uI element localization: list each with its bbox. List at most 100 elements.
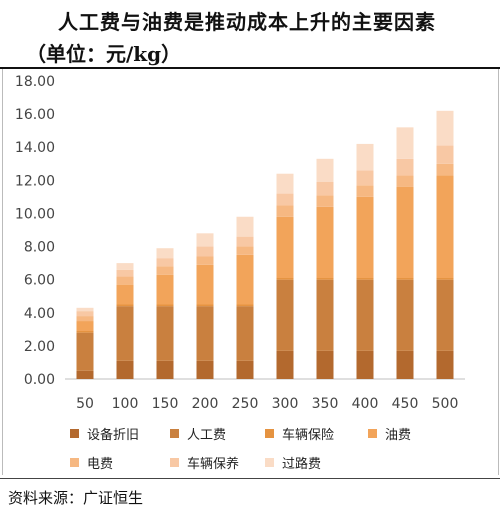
bar-segment — [276, 350, 294, 379]
chart-frame: 0.00 2.00 4.00 6.00 8.00 10.00 12.00 14.00 16.00… — [2, 69, 499, 475]
bar-segment — [156, 248, 174, 259]
legend-swatch — [368, 429, 377, 438]
bar-segment — [156, 274, 174, 305]
legend-item: 油费 — [368, 424, 411, 443]
x-tick-label: 500 — [432, 396, 459, 412]
bar-segment — [76, 370, 94, 379]
y-tick-label: 14.00 — [15, 140, 55, 156]
bar-segment — [76, 316, 94, 322]
bar-segment — [156, 258, 174, 267]
y-tick-label: 12.00 — [15, 173, 55, 189]
bar-segment — [356, 350, 374, 379]
x-tick-label: 350 — [312, 396, 339, 412]
y-tick-label: 16.00 — [15, 107, 55, 123]
bar-segment — [236, 254, 254, 305]
bar-segment — [316, 279, 334, 351]
bar-segment — [436, 145, 454, 164]
bar-segment — [236, 236, 254, 247]
legend-label: 过路费 — [282, 457, 322, 472]
y-tick-label: 8.00 — [24, 240, 55, 256]
bar-segment — [276, 278, 294, 280]
bar-segment — [76, 332, 94, 371]
bar-segment — [276, 193, 294, 206]
bar-segment — [196, 304, 214, 307]
x-tick-label: 100 — [112, 396, 139, 412]
bar-segment — [436, 279, 454, 351]
bar-segment — [196, 264, 214, 305]
bar-segment — [276, 205, 294, 217]
y-tick-label: 4.00 — [24, 306, 55, 322]
top-divider — [0, 67, 500, 69]
y-tick-label: 18.00 — [15, 74, 55, 90]
bar-segment — [76, 311, 94, 317]
bar-segment — [316, 158, 334, 182]
legend-swatch — [265, 429, 274, 438]
y-tick-label: 0.00 — [24, 372, 55, 388]
chart-title: 人工费与油费是推动成本上升的主要因素 — [58, 10, 436, 34]
bar-segment — [116, 304, 134, 307]
legend-swatch — [265, 458, 274, 467]
legend-item: 人工费 — [170, 424, 226, 443]
legend-swatch — [170, 429, 179, 438]
bar-segment — [356, 196, 374, 279]
legend-swatch — [170, 458, 179, 467]
x-tick-label: 200 — [192, 396, 219, 412]
bar-segment — [116, 360, 134, 379]
legend-label: 电费 — [87, 457, 114, 472]
legend-item: 过路费 — [265, 453, 321, 472]
x-tick-label: 400 — [352, 396, 379, 412]
x-tick-label: 50 — [76, 396, 94, 412]
bar-segment — [436, 278, 454, 280]
legend-item: 设备折旧 — [70, 424, 139, 443]
bar-segment — [276, 216, 294, 279]
legend-item: 车辆保养 — [170, 453, 239, 472]
legend-swatch — [70, 458, 79, 467]
bar-segment — [116, 284, 134, 305]
bar-segment — [116, 276, 134, 285]
bar-segment — [76, 330, 94, 333]
legend-item: 电费 — [70, 453, 113, 472]
x-tick-label: 450 — [392, 396, 419, 412]
bar-segment — [396, 278, 414, 280]
bar-segment — [156, 266, 174, 275]
bar-segment — [196, 360, 214, 379]
bar-segment — [356, 170, 374, 186]
bar-segment — [396, 186, 414, 279]
bar-segment — [236, 304, 254, 307]
source-note: 资料来源：广证恒生 — [8, 489, 144, 507]
bar-segment — [356, 279, 374, 351]
legend-label: 设备折旧 — [87, 428, 140, 443]
bar-segment — [236, 360, 254, 379]
legend-label: 车辆保养 — [187, 457, 240, 472]
bar-segment — [116, 269, 134, 277]
bar-segment — [156, 304, 174, 307]
legend-label: 车辆保险 — [282, 428, 335, 443]
bar-segment — [236, 306, 254, 361]
bar-segment — [356, 278, 374, 280]
bar-segment — [276, 279, 294, 351]
bar-segment — [396, 158, 414, 176]
y-tick-label: 2.00 — [24, 339, 55, 355]
bar-segment — [116, 263, 134, 270]
x-tick-label: 250 — [232, 396, 259, 412]
bar-segment — [356, 143, 374, 171]
bar-segment — [436, 175, 454, 279]
bar-segment — [236, 216, 254, 237]
bar-segment — [156, 360, 174, 379]
chart-unit-subtitle: （单位：元/kg） — [26, 42, 182, 66]
bottom-divider — [0, 478, 500, 479]
bar-segment — [316, 350, 334, 379]
bar-segment — [76, 307, 94, 312]
bar-segment — [196, 233, 214, 247]
y-tick-label: 10.00 — [15, 206, 55, 222]
bar-segment — [196, 256, 214, 265]
bar-segment — [316, 206, 334, 279]
bar-segment — [316, 278, 334, 280]
x-tick-label: 300 — [272, 396, 299, 412]
bar-segment — [396, 175, 414, 187]
stacked-bar-chart: 0.00 2.00 4.00 6.00 8.00 10.00 12.00 14.00 16.00… — [15, 74, 465, 412]
bar-segment — [156, 306, 174, 361]
bar-segment — [396, 279, 414, 351]
bar-segment — [436, 163, 454, 176]
bar-segment — [316, 195, 334, 207]
